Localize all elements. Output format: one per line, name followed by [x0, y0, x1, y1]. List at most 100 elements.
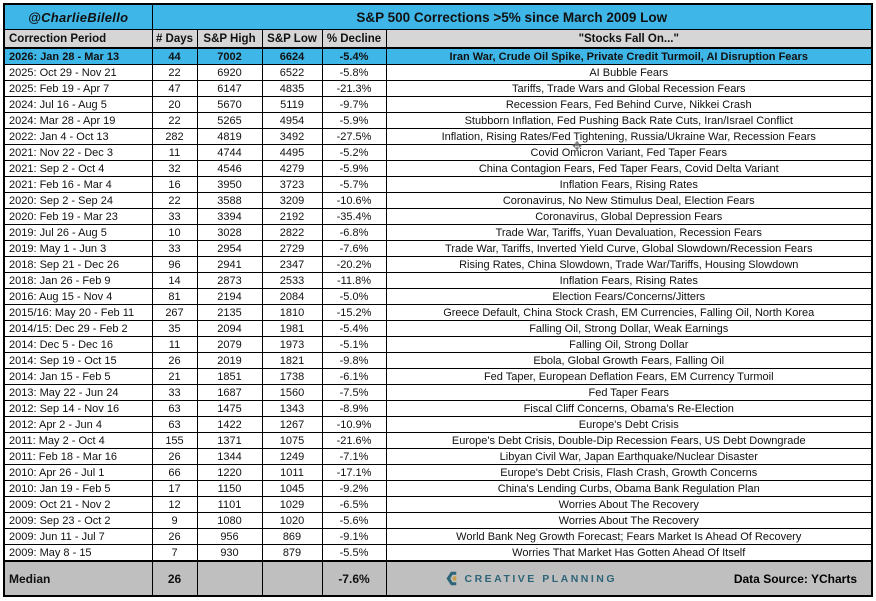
cell-high: 2873 — [196, 272, 263, 289]
cell-days: 63 — [151, 416, 198, 433]
cell-low: 1075 — [261, 432, 323, 449]
cell-low: 1560 — [261, 384, 323, 401]
cell-decline: -27.5% — [321, 128, 387, 145]
table-row: 2012: Apr 2 - Jun 4 63 1422 1267 -10.9% Europ… — [3, 416, 873, 433]
cell-days: 96 — [151, 256, 198, 273]
cell-low: 2084 — [261, 288, 323, 305]
cell-reason: Europe's Debt Crisis — [385, 416, 873, 433]
corrections-table-graphic: @CharlieBilello S&P 500 Corrections >5% … — [0, 3, 876, 601]
cell-reason: Europe's Debt Crisis, Double-Dip Recessi… — [385, 432, 873, 449]
table-row: 2009: Oct 21 - Nov 2 12 1101 1029 -6.5% Worri… — [3, 496, 873, 513]
corrections-table: @CharlieBilello S&P 500 Corrections >5% … — [3, 3, 873, 597]
median-low-empty — [261, 560, 323, 597]
cell-period: 2014: Jan 15 - Feb 5 — [3, 368, 153, 385]
col-correction-period: Correction Period — [3, 29, 153, 49]
cell-reason: Election Fears/Concerns/Jitters — [385, 288, 873, 305]
cell-high: 2135 — [196, 304, 263, 321]
cell-days: 9 — [151, 512, 198, 529]
cell-high: 1475 — [196, 400, 263, 417]
cell-low: 2533 — [261, 272, 323, 289]
cell-high: 2019 — [196, 352, 263, 369]
cell-low: 1249 — [261, 448, 323, 465]
cell-high: 4819 — [196, 128, 263, 145]
cell-reason: Worries That Market Has Gotten Ahead Of … — [385, 544, 873, 562]
cell-decline: -5.8% — [321, 64, 387, 81]
cell-reason: Inflation, Rising Rates/Fed Tightening, … — [385, 128, 873, 145]
cell-low: 1011 — [261, 464, 323, 481]
cell-decline: -20.2% — [321, 256, 387, 273]
cell-high: 1371 — [196, 432, 263, 449]
cell-decline: -11.8% — [321, 272, 387, 289]
table-row: 2026: Jan 28 - Mar 13 44 7002 6624 -5.4% Iran… — [3, 47, 873, 65]
cell-low: 1738 — [261, 368, 323, 385]
cell-reason: Coronavirus, No New Stimulus Deal, Elect… — [385, 192, 873, 209]
cell-period: 2011: Feb 18 - Mar 16 — [3, 448, 153, 465]
data-source-label: Data Source: YCharts — [733, 571, 857, 586]
cell-period: 2019: May 1 - Jun 3 — [3, 240, 153, 257]
table-row: 2025: Oct 29 - Nov 21 22 6920 6522 -5.8% AI B… — [3, 64, 873, 81]
cell-low: 869 — [261, 528, 323, 545]
cell-decline: -21.6% — [321, 432, 387, 449]
cell-decline: -5.5% — [321, 544, 387, 562]
banner-row: @CharlieBilello S&P 500 Corrections >5% … — [3, 3, 873, 30]
cell-decline: -10.9% — [321, 416, 387, 433]
cell-days: 47 — [151, 80, 198, 97]
cell-decline: -5.7% — [321, 176, 387, 193]
cell-reason: Rising Rates, China Slowdown, Trade War/… — [385, 256, 873, 273]
cell-period: 2012: Sep 14 - Nov 16 — [3, 400, 153, 417]
table-row: 2024: Mar 28 - Apr 19 22 5265 4954 -5.9% Stub… — [3, 112, 873, 129]
page-title: S&P 500 Corrections >5% since March 2009… — [151, 3, 873, 30]
cell-period: 2009: Sep 23 - Oct 2 — [3, 512, 153, 529]
table-row: 2014/15: Dec 29 - Feb 2 35 2094 1981 -5.4% Fa… — [3, 320, 873, 337]
table-row: 2019: Jul 26 - Aug 5 10 3028 2822 -6.8% Trade… — [3, 224, 873, 241]
cell-days: 26 — [151, 352, 198, 369]
cell-low: 1981 — [261, 320, 323, 337]
cell-reason: Stubborn Inflation, Fed Pushing Back Rat… — [385, 112, 873, 129]
cell-reason: Falling Oil, Strong Dollar, Weak Earning… — [385, 320, 873, 337]
cell-period: 2009: Oct 21 - Nov 2 — [3, 496, 153, 513]
cell-high: 956 — [196, 528, 263, 545]
cell-reason: Worries About The Recovery — [385, 512, 873, 529]
cell-period: 2020: Sep 2 - Sep 24 — [3, 192, 153, 209]
cell-low: 3492 — [261, 128, 323, 145]
column-header-row: Correction Period # Days S&P High S&P Lo… — [3, 29, 873, 49]
cell-decline: -17.1% — [321, 464, 387, 481]
cell-high: 7002 — [196, 47, 263, 65]
cell-decline: -21.3% — [321, 80, 387, 97]
cell-decline: -6.5% — [321, 496, 387, 513]
cell-high: 3588 — [196, 192, 263, 209]
cell-decline: -9.1% — [321, 528, 387, 545]
cell-days: 33 — [151, 240, 198, 257]
cell-low: 2347 — [261, 256, 323, 273]
cell-low: 2729 — [261, 240, 323, 257]
cell-period: 2021: Nov 22 - Dec 3 — [3, 144, 153, 161]
cell-decline: -5.6% — [321, 512, 387, 529]
cell-period: 2011: May 2 - Oct 4 — [3, 432, 153, 449]
cell-high: 1851 — [196, 368, 263, 385]
creative-planning-logo: CREATIVE PLANNING — [445, 571, 618, 586]
cell-low: 4835 — [261, 80, 323, 97]
cell-period: 2014: Sep 19 - Oct 15 — [3, 352, 153, 369]
cell-period: 2009: Jun 11 - Jul 7 — [3, 528, 153, 545]
cell-decline: -15.2% — [321, 304, 387, 321]
cell-low: 2192 — [261, 208, 323, 225]
cell-reason: Ebola, Global Growth Fears, Falling Oil — [385, 352, 873, 369]
median-decline: -7.6% — [321, 560, 387, 597]
cell-days: 35 — [151, 320, 198, 337]
cell-period: 2009: May 8 - 15 — [3, 544, 153, 562]
table-row: 2020: Feb 19 - Mar 23 33 3394 2192 -35.4% Cor… — [3, 208, 873, 225]
cell-days: 22 — [151, 192, 198, 209]
cell-days: 11 — [151, 336, 198, 353]
cell-decline: -10.6% — [321, 192, 387, 209]
cell-period: 2014: Dec 5 - Dec 16 — [3, 336, 153, 353]
cell-high: 930 — [196, 544, 263, 562]
cell-low: 3209 — [261, 192, 323, 209]
cell-days: 282 — [151, 128, 198, 145]
cell-period: 2015/16: May 20 - Feb 11 — [3, 304, 153, 321]
col-decline: % Decline — [321, 29, 387, 49]
table-row: 2022: Jan 4 - Oct 13 282 4819 3492 -27.5% Inf… — [3, 128, 873, 145]
cell-high: 5265 — [196, 112, 263, 129]
cell-low: 3723 — [261, 176, 323, 193]
table-row: 2009: Sep 23 - Oct 2 9 1080 1020 -5.6% Worrie… — [3, 512, 873, 529]
cell-low: 1267 — [261, 416, 323, 433]
